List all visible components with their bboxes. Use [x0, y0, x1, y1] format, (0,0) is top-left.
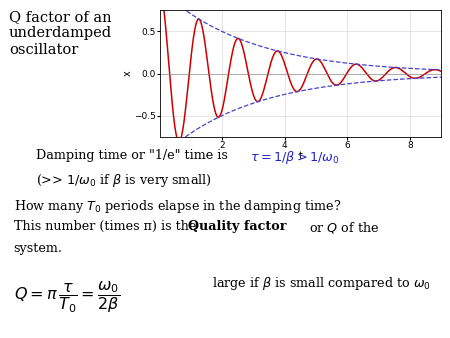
- X-axis label: t: t: [298, 151, 302, 162]
- Y-axis label: x: x: [122, 71, 132, 76]
- Text: or $Q$ of the: or $Q$ of the: [305, 220, 380, 235]
- Text: Quality factor: Quality factor: [188, 220, 287, 233]
- Text: How many $T_0$ periods elapse in the damping time?: How many $T_0$ periods elapse in the dam…: [14, 198, 341, 215]
- Text: (>> $1/\omega_0$ if $\beta$ is very small): (>> $1/\omega_0$ if $\beta$ is very smal…: [36, 172, 212, 189]
- Text: Q factor of an
underdamped
oscillator: Q factor of an underdamped oscillator: [9, 10, 112, 56]
- Text: $Q = \pi\,\dfrac{\tau}{T_0} = \dfrac{\omega_0}{2\beta}$: $Q = \pi\,\dfrac{\tau}{T_0} = \dfrac{\om…: [14, 279, 120, 315]
- Text: $\tau = 1/\beta > 1/\omega_0$: $\tau = 1/\beta > 1/\omega_0$: [250, 149, 339, 166]
- Text: system.: system.: [14, 242, 63, 255]
- Text: This number (times π) is the: This number (times π) is the: [14, 220, 200, 233]
- Text: Damping time or "1/e" time is: Damping time or "1/e" time is: [36, 149, 232, 162]
- Text: large if $\beta$ is small compared to $\omega_0$: large if $\beta$ is small compared to $\…: [212, 275, 430, 292]
